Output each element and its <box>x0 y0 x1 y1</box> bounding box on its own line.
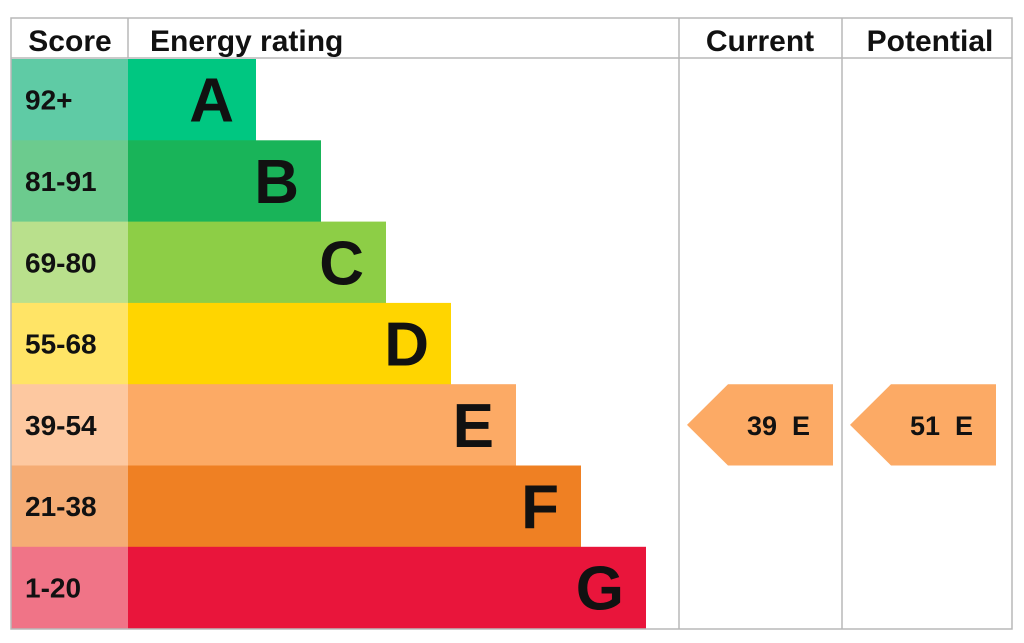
score-label: 1-20 <box>25 572 81 603</box>
band-letter: F <box>521 473 559 542</box>
score-cell <box>11 302 128 385</box>
table-grid <box>10 17 1013 630</box>
score-cell <box>11 59 128 141</box>
potential-rating-indicator-label: 51 E <box>910 411 973 441</box>
score-header: Score <box>28 25 111 58</box>
score-cell <box>11 221 128 304</box>
band-row-f: 21-38 F <box>11 465 581 548</box>
score-label: 21-38 <box>25 491 97 522</box>
score-label: 81-91 <box>25 166 97 197</box>
band-row-d: 55-68 D <box>11 302 451 385</box>
current-rating-indicator: 39 E <box>687 384 833 466</box>
band-bar-e <box>128 384 516 466</box>
potential-header: Potential <box>867 25 994 58</box>
potential-rating-indicator-arrow <box>850 384 996 466</box>
score-cell <box>11 465 128 548</box>
band-row-e: 39-54 E <box>11 384 516 466</box>
band-letter: A <box>189 67 234 136</box>
rating-bands: 92+ A 81-91 B 69-80 C 55-68 D 39-54 E 21-38 F 1-20 G <box>11 59 646 629</box>
band-bar-f <box>128 465 581 548</box>
band-letter: C <box>319 229 364 298</box>
band-bar-g <box>128 546 646 629</box>
band-bar-d <box>128 302 451 385</box>
band-letter: E <box>453 392 494 461</box>
rating-indicators: 39 E 51 E <box>687 384 996 466</box>
band-bar-b <box>128 140 321 223</box>
header-row: Score Energy rating Current Potential <box>28 25 993 58</box>
energy-rating-header: Energy rating <box>150 25 343 58</box>
table-border <box>10 17 1013 630</box>
score-cell <box>11 140 128 223</box>
current-rating-indicator-arrow <box>687 384 833 466</box>
score-label: 55-68 <box>25 329 97 360</box>
band-bar-a <box>128 59 256 141</box>
band-bar-c <box>128 221 386 304</box>
band-row-a: 92+ A <box>11 59 256 141</box>
band-row-b: 81-91 B <box>11 140 321 223</box>
score-label: 92+ <box>25 85 73 116</box>
score-label: 69-80 <box>25 247 97 278</box>
potential-rating-indicator: 51 E <box>850 384 996 466</box>
band-letter: G <box>576 554 624 623</box>
score-cell <box>11 384 128 466</box>
current-rating-indicator-label: 39 E <box>747 411 810 441</box>
band-row-g: 1-20 G <box>11 546 646 629</box>
score-label: 39-54 <box>25 410 97 441</box>
band-letter: B <box>254 148 299 217</box>
score-cell <box>11 546 128 629</box>
current-header: Current <box>706 25 814 58</box>
band-letter: D <box>384 311 429 380</box>
band-row-c: 69-80 C <box>11 221 386 304</box>
